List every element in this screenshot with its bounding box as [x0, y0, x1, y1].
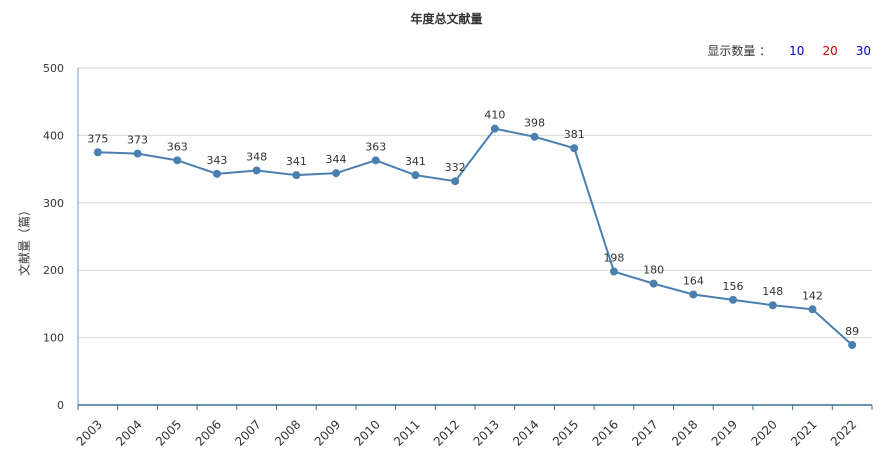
data-label: 341	[405, 155, 426, 168]
chart-title: 年度总文献量	[410, 12, 483, 26]
series	[93, 124, 857, 350]
x-tick-label: 2008	[272, 417, 303, 448]
data-label: 343	[206, 154, 227, 167]
display-count-selector: 显示数量 ： 10 20 30	[707, 42, 871, 59]
x-tick-label: 2010	[351, 417, 382, 448]
data-point	[371, 156, 380, 165]
y-tick-label: 100	[43, 332, 64, 345]
display-count-option-20[interactable]: 20	[822, 43, 838, 58]
data-label: 398	[524, 117, 545, 130]
data-point	[570, 144, 579, 153]
data-label: 375	[87, 132, 108, 145]
grid-lines	[78, 67, 872, 339]
data-point	[609, 267, 618, 276]
data-label: 373	[127, 134, 148, 147]
y-tick-label: 400	[43, 129, 64, 142]
y-tick-label: 300	[43, 197, 64, 210]
data-label: 142	[802, 289, 823, 302]
data-point	[252, 166, 261, 175]
data-label: 381	[564, 128, 585, 141]
data-label: 198	[603, 252, 624, 265]
data-point	[133, 149, 142, 158]
x-tick-label: 2022	[828, 417, 859, 448]
data-point	[411, 171, 420, 180]
data-point	[451, 177, 460, 186]
data-point	[93, 148, 102, 157]
data-label: 89	[845, 325, 859, 338]
display-count-option-10[interactable]: 10	[789, 43, 805, 58]
data-label: 148	[762, 285, 783, 298]
x-tick-label: 2017	[629, 417, 660, 448]
x-tick-label: 2012	[431, 417, 462, 448]
data-point	[689, 290, 698, 299]
axes: 0 100 200 300 400 500 2003 2004 2005 2006 2007 2008…	[43, 62, 873, 449]
data-label: 348	[246, 150, 267, 163]
data-point	[768, 301, 777, 310]
data-point	[490, 124, 499, 133]
data-label: 363	[167, 140, 188, 153]
display-count-label: 显示数量 ：	[707, 44, 772, 58]
x-tick-label: 2020	[748, 417, 779, 448]
x-tick-label: 2013	[471, 417, 502, 448]
x-tick-label: 2015	[550, 417, 581, 448]
y-tick-label: 0	[57, 399, 64, 412]
display-count-option-30[interactable]: 30	[855, 43, 871, 58]
data-label: 180	[643, 264, 664, 277]
data-point	[292, 171, 301, 180]
data-label: 341	[286, 155, 307, 168]
data-label: 344	[326, 153, 347, 166]
x-tick-label: 2011	[391, 417, 422, 448]
data-point	[332, 169, 341, 178]
x-tick-label: 2004	[113, 417, 144, 448]
data-label: 164	[683, 274, 704, 287]
data-point	[729, 295, 738, 304]
series-line	[97, 127, 853, 346]
x-tick-label: 2019	[709, 417, 740, 448]
x-tick-label: 2007	[232, 417, 263, 448]
data-point	[173, 156, 182, 165]
data-point	[530, 132, 539, 141]
x-tick-label: 2014	[510, 417, 541, 448]
data-label: 410	[484, 109, 505, 122]
x-tick-label: 2009	[312, 417, 343, 448]
x-tick-label: 2018	[669, 417, 700, 448]
data-point	[212, 169, 221, 178]
data-labels: 375 373 363 343 348 341 344 363 341 332 410 398 381 1…	[87, 109, 859, 338]
y-tick-label: 500	[43, 62, 64, 75]
x-tick-label: 2005	[153, 417, 184, 448]
data-label: 363	[365, 140, 386, 153]
data-point	[808, 305, 817, 314]
x-tick-label: 2016	[590, 417, 621, 448]
y-tick-label: 200	[43, 264, 64, 277]
x-tick-label: 2006	[193, 417, 224, 448]
data-point	[848, 341, 857, 350]
data-point	[649, 279, 658, 288]
x-tick-label: 2021	[788, 417, 819, 448]
data-label: 332	[445, 161, 466, 174]
data-label: 156	[723, 280, 744, 293]
x-tick-label: 2003	[74, 417, 105, 448]
